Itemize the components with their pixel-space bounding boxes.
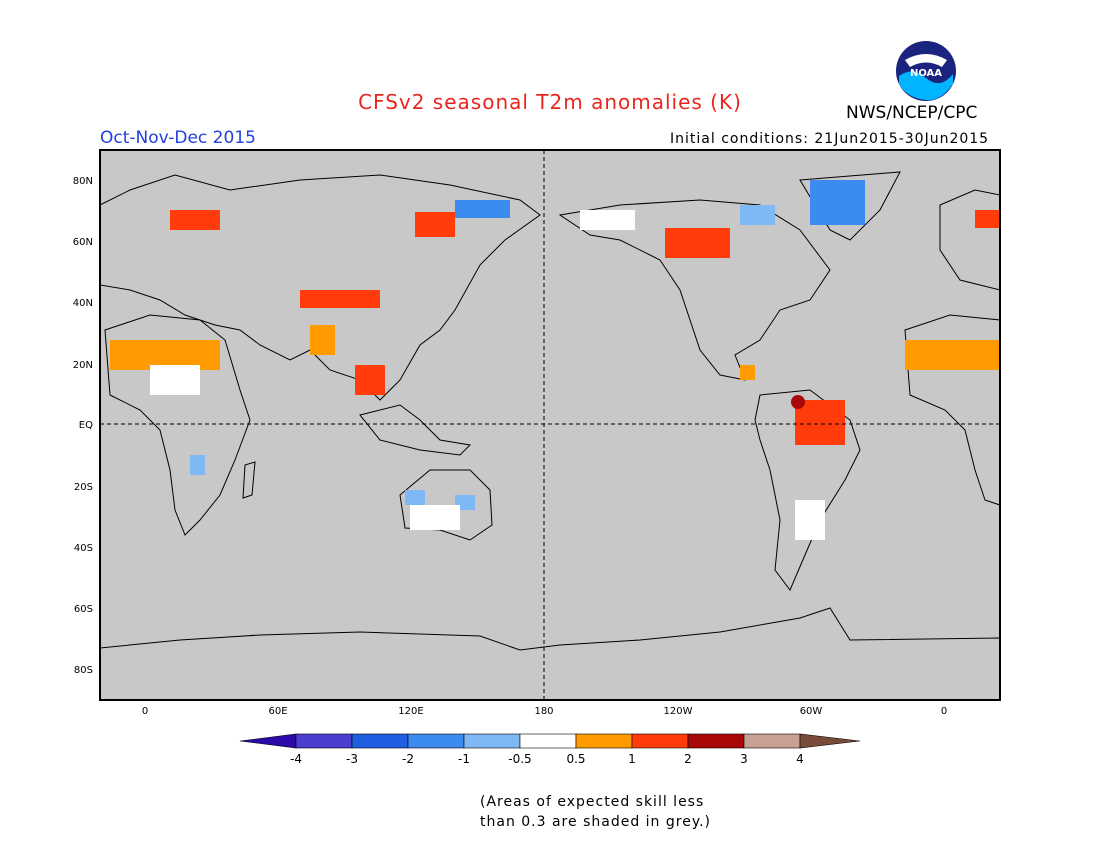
lon-label-0-right: 0 (941, 706, 947, 717)
lon-label-180: 180 (534, 706, 553, 717)
colorbar-swatch-3 (407, 733, 465, 749)
lon-label-60w: 60W (800, 706, 823, 717)
colorbar-swatch-6 (575, 733, 633, 749)
colorbar-label: -3 (346, 752, 358, 766)
colorbar: -4 -3 -2 -1 -0.5 0.5 1 2 3 4 (239, 733, 861, 766)
colorbar-label: -1 (458, 752, 470, 766)
colorbar-swatch-8 (687, 733, 745, 749)
colorbar-label: -2 (402, 752, 414, 766)
map-frame (99, 149, 1001, 701)
noaa-logo: NOAA (896, 41, 956, 101)
map-title: CFSv2 seasonal T2m anomalies (K) (358, 90, 742, 114)
initial-conditions-label: Initial conditions: 21Jun2015-30Jun2015 (670, 131, 990, 147)
lon-label-120e: 120E (398, 706, 423, 717)
lat-label-40s: 40S (74, 543, 93, 554)
colorbar-label: -4 (290, 752, 302, 766)
colorbar-label: 1 (628, 752, 636, 766)
colorbar-label: 3 (740, 752, 748, 766)
colorbar-swatch-9 (743, 733, 801, 749)
colorbar-swatch-1 (295, 733, 353, 749)
longitude-labels: 0 60E 120E 180 120W 60W 0 (142, 706, 947, 717)
season-label: Oct-Nov-Dec 2015 (100, 128, 256, 148)
noaa-logo-text: NOAA (910, 68, 942, 79)
colorbar-label: -0.5 (508, 752, 531, 766)
colorbar-label: 2 (684, 752, 692, 766)
cool-anomalies (190, 180, 865, 510)
agency-label: NWS/NCEP/CPC (846, 103, 978, 123)
colorbar-label: 0.5 (566, 752, 585, 766)
lat-label-80n: 80N (73, 176, 93, 187)
lat-label-40n: 40N (73, 298, 93, 309)
lat-label-20n: 20N (73, 360, 93, 371)
colorbar-right-arrow (799, 733, 861, 749)
lat-label-60s: 60S (74, 604, 93, 615)
lat-label-eq: EQ (79, 420, 93, 431)
colorbar-swatch-7 (631, 733, 689, 749)
colorbar-swatch-4 (463, 733, 521, 749)
near-normal-areas (150, 210, 825, 540)
colorbar-swatch-2 (351, 733, 409, 749)
skill-footnote: (Areas of expected skill less than 0.3 a… (480, 792, 711, 832)
lon-label-120w: 120W (664, 706, 693, 717)
lat-label-20s: 20S (74, 482, 93, 493)
lat-label-60n: 60N (73, 237, 93, 248)
warm-anomalies (110, 210, 1000, 445)
lat-label-80s: 80S (74, 665, 93, 676)
lon-label-0: 0 (142, 706, 148, 717)
colorbar-label: 4 (796, 752, 804, 766)
lon-label-60e: 60E (268, 706, 287, 717)
skill-footnote-line-2: than 0.3 are shaded in grey.) (480, 814, 712, 830)
colorbar-swatch-5 (519, 733, 577, 749)
skill-footnote-line-1: (Areas of expected skill less (480, 794, 705, 810)
colorbar-left-arrow (239, 733, 297, 749)
latitude-labels: 80N 60N 40N 20N EQ 20S 40S 60S 80S (73, 176, 93, 676)
